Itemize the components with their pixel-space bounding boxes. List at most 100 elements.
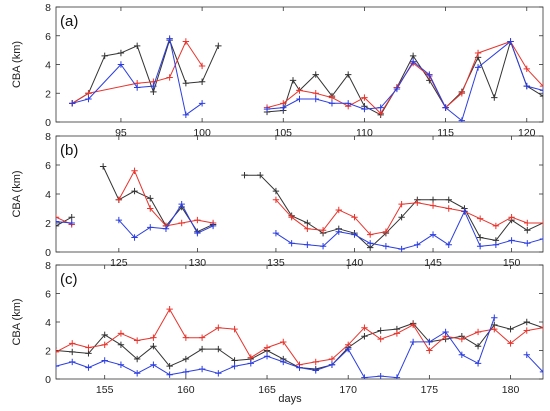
data-point-red: [56, 214, 60, 221]
data-point-red: [166, 74, 173, 81]
data-point-blue: [117, 61, 125, 68]
data-point-blue: [426, 71, 433, 78]
data-point-blue: [351, 231, 358, 238]
data-point-red: [409, 321, 417, 329]
y-tick-label: 0: [45, 117, 51, 129]
data-point-blue: [198, 365, 206, 373]
data-point-blue: [461, 208, 468, 215]
data-point-red: [351, 214, 358, 221]
data-point-blue: [393, 85, 401, 93]
data-point-blue: [182, 368, 190, 376]
data-point-blue: [474, 64, 482, 71]
data-point-black: [289, 77, 297, 84]
series-line-black: [56, 216, 72, 227]
data-point-red: [539, 324, 543, 331]
y-tick-label: 4: [45, 60, 51, 72]
data-point-blue: [345, 345, 352, 353]
data-point-blue: [56, 362, 60, 370]
panel-label: (a): [60, 13, 78, 30]
y-tick-label: 8: [45, 131, 51, 143]
data-point-black: [524, 227, 531, 234]
data-point-black: [215, 42, 222, 50]
data-point-red: [288, 214, 295, 221]
panel-1: 125 130 135 140 145 150 0 2 4 6 8 CBA (km) (b): [11, 131, 544, 269]
x-tick-label: 170: [339, 384, 357, 396]
data-point-blue: [115, 216, 123, 224]
data-point-red: [182, 38, 190, 45]
data-point-blue: [458, 117, 466, 122]
y-axis-label: CBA (km): [11, 170, 23, 217]
data-point-red: [231, 325, 238, 333]
data-point-red: [426, 347, 433, 354]
x-tick-label: 120: [518, 127, 536, 139]
data-point-blue: [409, 58, 417, 65]
data-point-black: [523, 318, 530, 326]
x-tick-label: 135: [267, 257, 285, 269]
data-point-black: [101, 52, 108, 60]
data-point-blue: [409, 338, 417, 346]
data-point-blue: [147, 224, 154, 231]
data-point-blue: [345, 100, 352, 107]
x-tick-label: 140: [346, 257, 364, 269]
y-axis-label: CBA (km): [11, 41, 23, 88]
data-point-blue: [539, 235, 543, 243]
data-point-black: [377, 327, 384, 334]
data-point-blue: [215, 370, 222, 377]
data-point-blue: [182, 111, 190, 119]
data-point-red: [328, 94, 336, 101]
y-tick-label: 6: [45, 31, 51, 43]
data-point-blue: [442, 328, 449, 336]
data-point-black: [101, 331, 108, 339]
x-tick-label: 115: [437, 127, 454, 139]
data-point-red: [523, 65, 530, 73]
data-point-black: [131, 187, 138, 195]
data-point-red: [263, 344, 271, 351]
y-axis-label: CBA (km): [11, 298, 23, 345]
data-point-black: [69, 348, 76, 356]
data-point-blue: [414, 241, 421, 248]
panel-0: 95 100 105 110 115 120 0 2 4 6 8 CBA (km) (a): [11, 2, 544, 139]
data-point-blue: [178, 200, 185, 208]
data-point-blue: [288, 240, 295, 247]
data-point-black: [361, 333, 368, 340]
data-point-blue: [166, 35, 173, 42]
data-point-blue: [312, 367, 319, 374]
data-point-red: [491, 325, 498, 333]
data-point-red: [312, 358, 319, 366]
data-point-black: [117, 49, 125, 57]
data-point-red: [414, 199, 421, 206]
data-point-blue: [263, 353, 271, 360]
series-line-blue: [526, 354, 543, 373]
data-point-blue: [398, 245, 405, 252]
data-point-blue: [194, 229, 201, 237]
data-point-red: [507, 340, 514, 347]
data-point-red: [335, 206, 342, 214]
data-point-red: [101, 341, 108, 348]
data-point-blue: [312, 95, 319, 103]
data-point-black: [429, 196, 437, 203]
data-point-red: [247, 354, 254, 361]
data-point-blue: [476, 243, 484, 250]
data-point-black: [257, 171, 264, 179]
data-point-blue: [539, 87, 543, 94]
data-point-blue: [523, 351, 530, 358]
data-point-blue: [335, 228, 342, 235]
data-point-red: [508, 214, 515, 221]
data-point-red: [117, 330, 125, 337]
data-point-red: [429, 202, 437, 209]
panel-label: (c): [60, 271, 78, 288]
data-point-red: [445, 205, 452, 212]
data-point-black: [133, 355, 141, 363]
x-tick-label: 180: [502, 384, 520, 396]
y-tick-label: 6: [45, 289, 51, 301]
data-point-blue: [166, 371, 173, 378]
data-point-blue: [85, 95, 92, 103]
panel-label: (b): [60, 142, 78, 159]
data-point-red: [198, 62, 206, 70]
data-point-red: [539, 219, 543, 227]
x-tick-label: 95: [115, 127, 127, 139]
data-point-black: [68, 214, 75, 221]
data-point-black: [491, 94, 498, 101]
data-point-red: [382, 228, 390, 235]
data-point-blue: [68, 219, 75, 227]
